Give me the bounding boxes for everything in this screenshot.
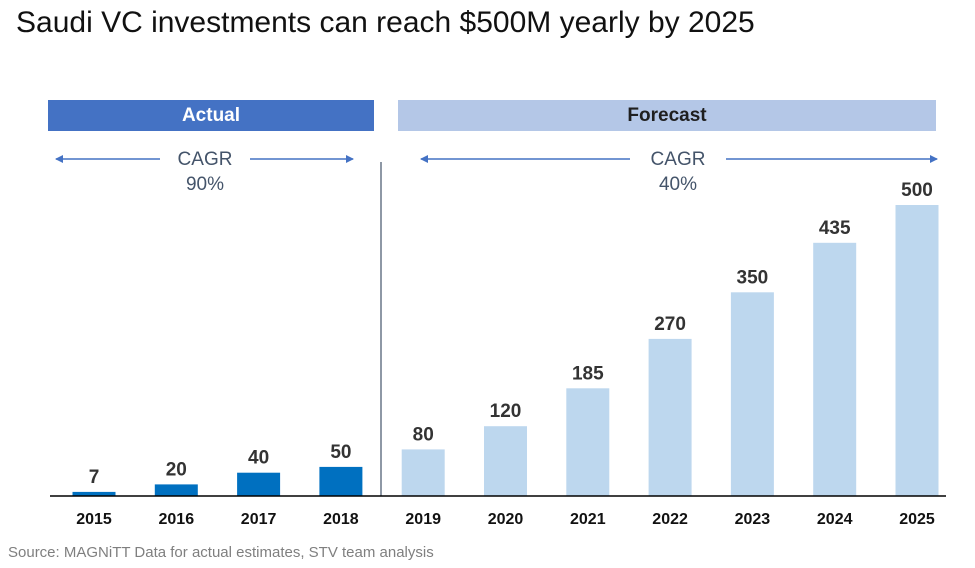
- data-label-2021: 185: [572, 363, 604, 384]
- x-tick-2025: 2025: [899, 511, 935, 528]
- x-tick-2024: 2024: [817, 511, 853, 528]
- x-tick-labels-group: 2015 2016 2017 2018 2019 2020 2021 2022 2023 2024…: [76, 511, 935, 528]
- bar-chart: CAGR 90% CAGR 40% 7 20 40 50 80 120 185 270 350 4…: [50, 149, 946, 528]
- data-label-2019: 80: [413, 424, 434, 445]
- bar-2020: [484, 426, 527, 496]
- bar-2018: [319, 466, 363, 496]
- bar-2016: [154, 484, 198, 496]
- bar-2017: [237, 472, 281, 496]
- data-label-2018: 50: [330, 442, 351, 463]
- data-label-2016: 20: [166, 459, 187, 480]
- data-label-2017: 40: [248, 448, 269, 469]
- actual-cagr-annotation: CAGR 90%: [55, 149, 354, 195]
- x-tick-2016: 2016: [159, 511, 195, 528]
- bar-2021: [566, 388, 610, 496]
- data-label-2023: 350: [737, 267, 769, 288]
- forecast-banner-label: Forecast: [627, 104, 707, 126]
- x-tick-2023: 2023: [735, 511, 771, 528]
- forecast-cagr-annotation: CAGR 40%: [420, 149, 938, 195]
- x-tick-2021: 2021: [570, 511, 606, 528]
- data-label-2025: 500: [901, 180, 933, 201]
- source-note: Source: MAGNiTT Data for actual estimate…: [8, 544, 434, 561]
- bar-2015: [72, 491, 116, 496]
- bar-2024: [813, 242, 857, 496]
- x-tick-2015: 2015: [76, 511, 112, 528]
- x-tick-2020: 2020: [488, 511, 524, 528]
- data-label-2024: 435: [819, 218, 851, 239]
- forecast-cagr-value: 40%: [659, 174, 697, 195]
- bar-2022: [648, 338, 692, 496]
- actual-banner-label: Actual: [181, 104, 241, 126]
- bars-group: [72, 205, 939, 496]
- bar-2019: [401, 449, 445, 496]
- bar-labels-group: 7 20 40 50 80 120 185 270 350 435 500: [89, 180, 933, 488]
- x-tick-2017: 2017: [241, 511, 277, 528]
- forecast-banner: Forecast: [398, 100, 936, 131]
- x-tick-2019: 2019: [405, 511, 441, 528]
- actual-banner: Actual: [48, 100, 374, 131]
- x-tick-2018: 2018: [323, 511, 359, 528]
- bar-2025: [895, 205, 939, 496]
- actual-cagr-label: CAGR: [178, 149, 233, 170]
- data-label-2015: 7: [89, 467, 100, 488]
- data-label-2020: 120: [490, 401, 522, 422]
- page-title: Saudi VC investments can reach $500M yea…: [16, 6, 755, 39]
- forecast-cagr-label: CAGR: [651, 149, 706, 170]
- actual-cagr-value: 90%: [186, 174, 224, 195]
- data-label-2022: 270: [654, 314, 686, 335]
- x-tick-2022: 2022: [652, 511, 688, 528]
- bar-2023: [730, 292, 774, 496]
